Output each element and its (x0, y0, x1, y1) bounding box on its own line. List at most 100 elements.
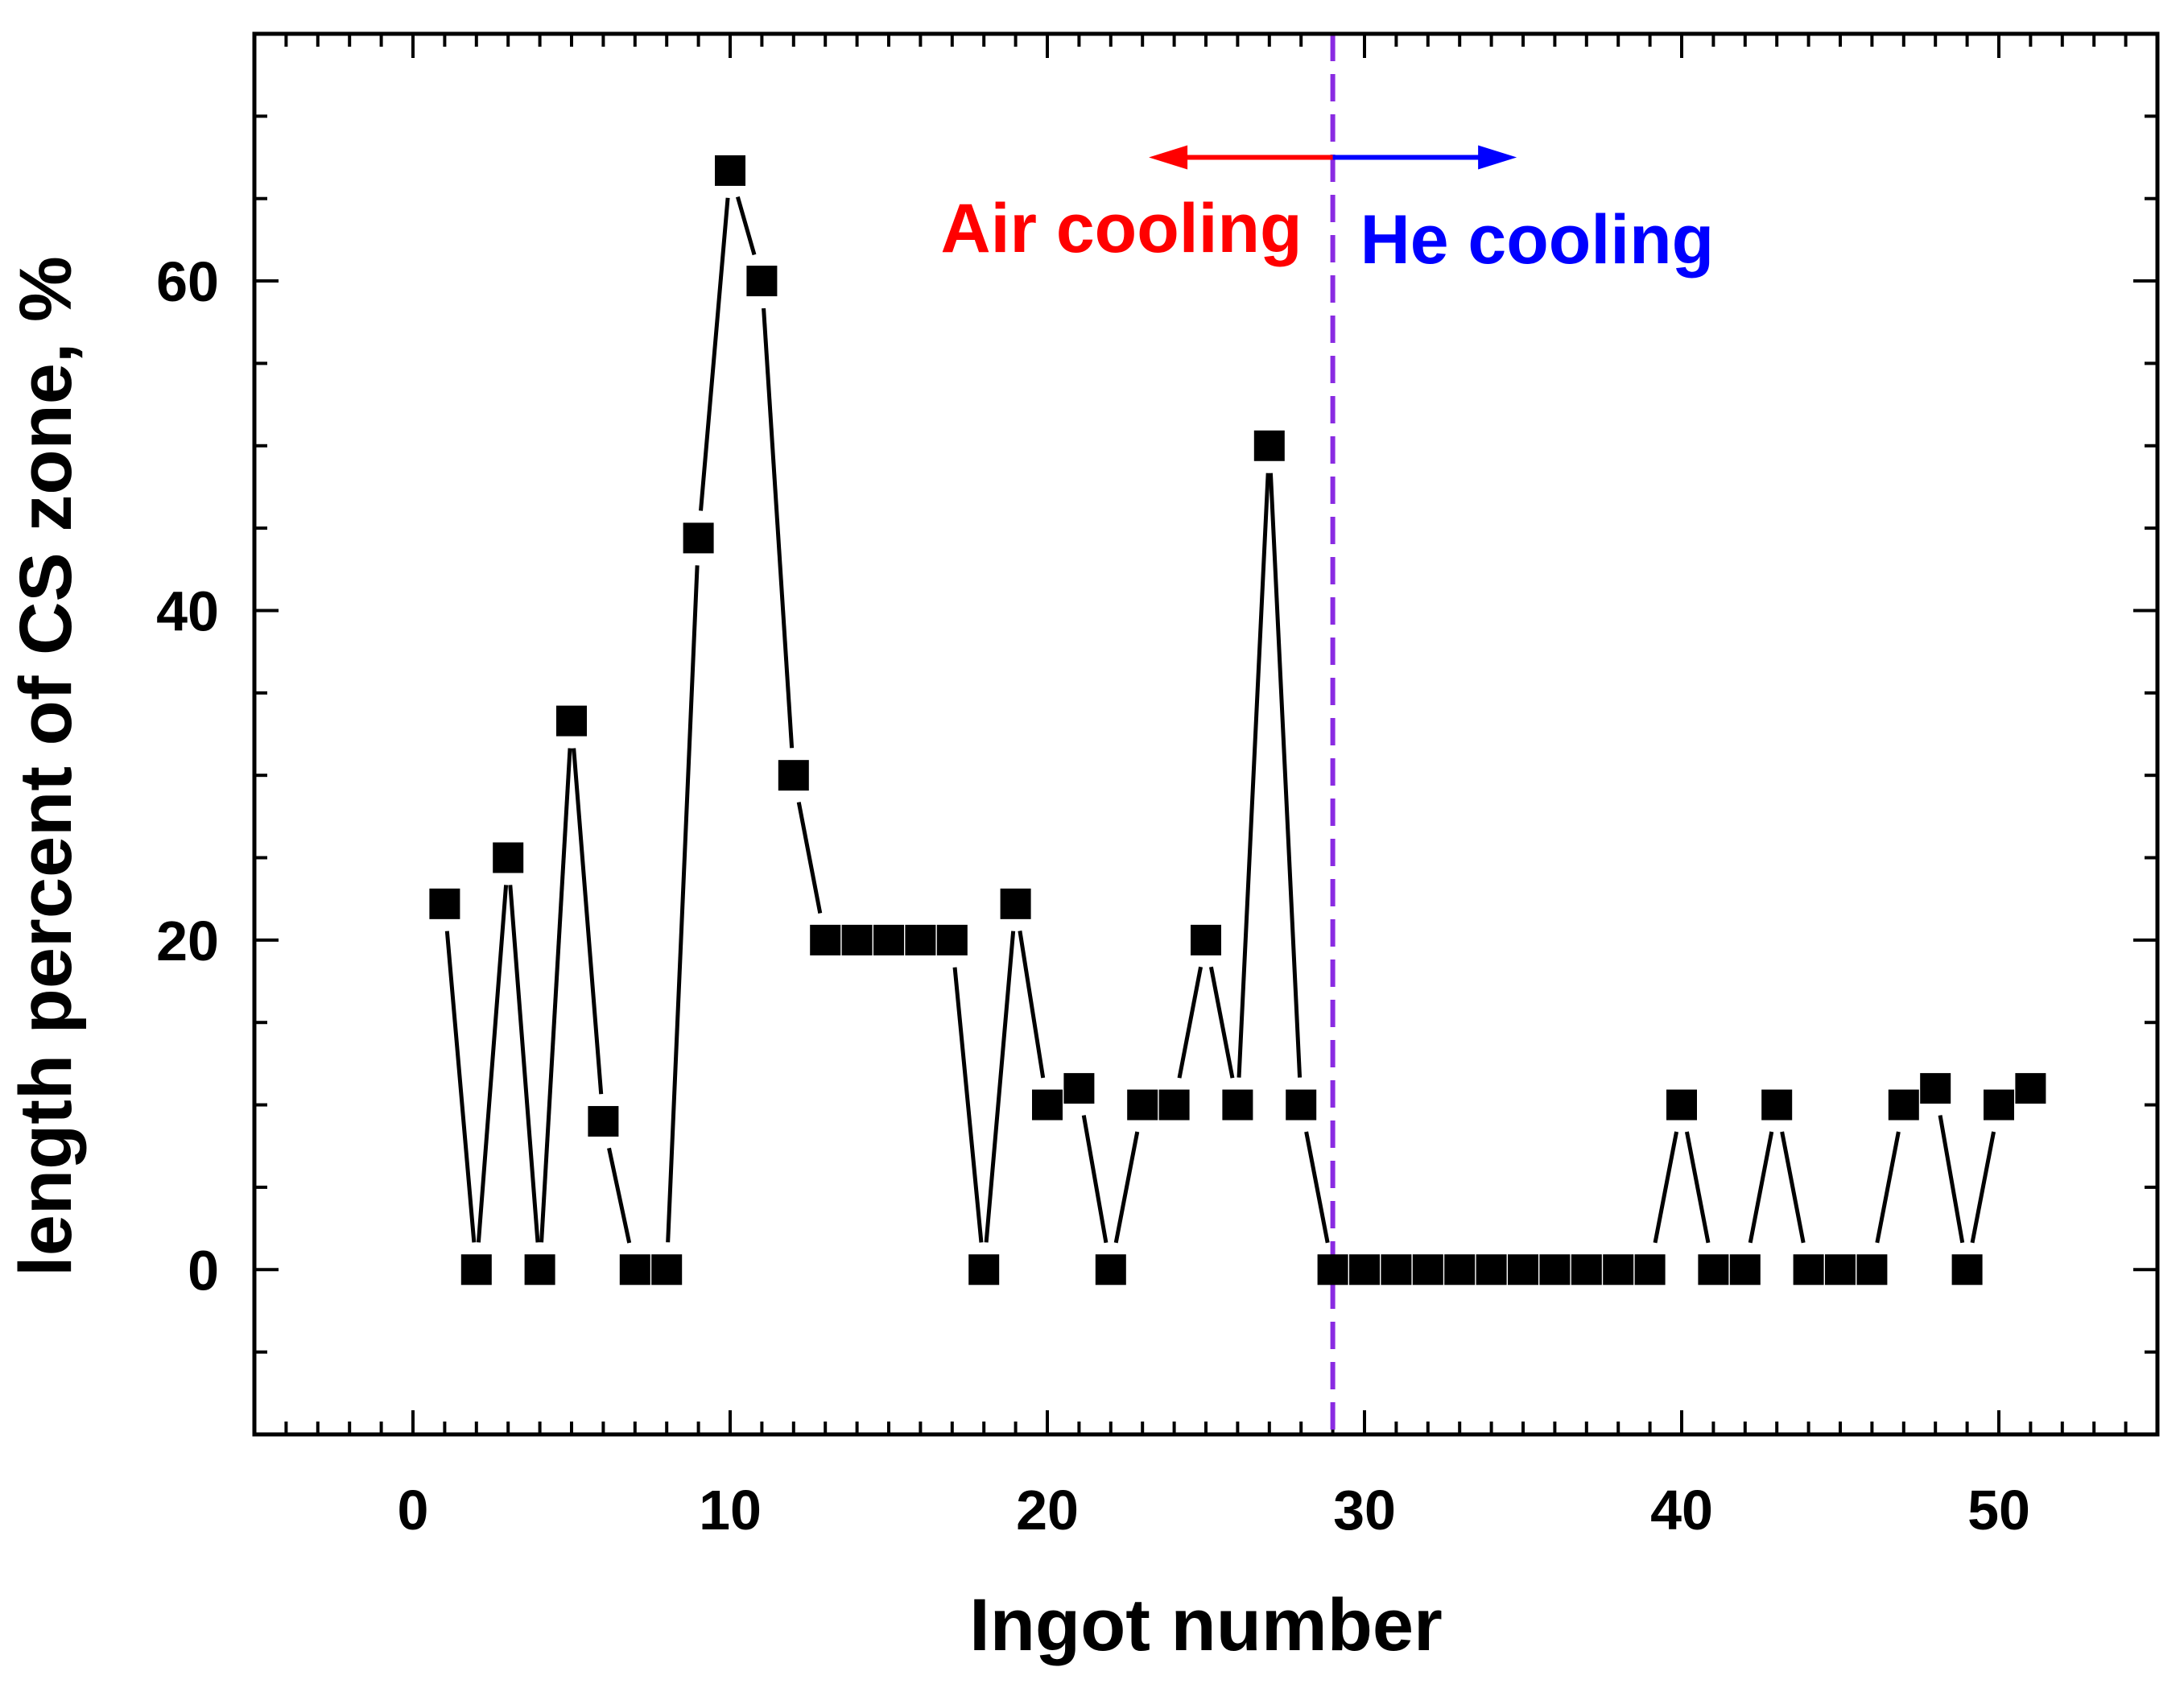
data-point (429, 888, 460, 919)
data-point (1951, 1254, 1983, 1286)
series-segment (1653, 1131, 1679, 1244)
series-segment (1113, 1131, 1140, 1244)
data-point (1603, 1254, 1634, 1286)
series-segment (666, 565, 700, 1243)
series-segment (1208, 966, 1235, 1079)
data-point (1539, 1254, 1571, 1286)
data-point (968, 1254, 1000, 1286)
data-point (1095, 1254, 1126, 1286)
data-point (746, 266, 778, 297)
data-series (429, 155, 2046, 1286)
data-point (1888, 1089, 1919, 1120)
air-cooling-label: Air cooling (940, 190, 1302, 267)
x-tick-label: 0 (398, 1479, 429, 1541)
data-point (1000, 888, 1031, 919)
data-point (905, 924, 936, 955)
series-segment (699, 197, 730, 511)
data-point (1444, 1254, 1476, 1286)
data-point (841, 924, 873, 955)
series-segment (1938, 1115, 1965, 1244)
series-segment (572, 748, 604, 1095)
data-point (1984, 1089, 2014, 1120)
data-point (873, 924, 904, 955)
data-point (1286, 1089, 1317, 1120)
series-segment (1748, 1131, 1774, 1244)
series-segment (1684, 1131, 1711, 1244)
series-segment (1081, 1115, 1109, 1244)
data-point (460, 1254, 492, 1286)
data-point (493, 842, 524, 873)
data-point (588, 1106, 619, 1137)
series-segment (607, 1147, 632, 1244)
arrow-right-icon (1478, 145, 1517, 170)
data-point (2015, 1073, 2046, 1104)
data-point (1158, 1089, 1190, 1120)
data-point (1761, 1089, 1793, 1120)
data-point (683, 522, 714, 554)
data-point (1063, 1073, 1095, 1104)
x-tick-label: 40 (1650, 1479, 1713, 1541)
data-point (1856, 1254, 1888, 1286)
data-point (1127, 1089, 1158, 1120)
annotations: Air cooling He cooling (940, 145, 1715, 279)
x-tick-label: 10 (699, 1479, 762, 1541)
x-axis-title: Ingot number (969, 1584, 1443, 1666)
data-point (1508, 1254, 1538, 1286)
data-point (1412, 1254, 1443, 1286)
data-point (1222, 1089, 1253, 1120)
plot-frame (252, 31, 2160, 1437)
data-point (651, 1254, 683, 1286)
y-tick-label: 20 (156, 910, 219, 972)
data-point (1825, 1254, 1856, 1286)
series-segment (1304, 1131, 1330, 1244)
data-point (1920, 1073, 1951, 1104)
data-point (1476, 1254, 1507, 1286)
series-segment (1018, 931, 1046, 1079)
data-point (1698, 1254, 1729, 1286)
series-segment (1268, 473, 1303, 1078)
series-segment (984, 931, 1016, 1243)
data-point (1253, 430, 1285, 461)
data-point (1381, 1254, 1412, 1286)
y-tick-label: 40 (156, 580, 219, 642)
series-segment (762, 307, 795, 749)
he-cooling-label: He cooling (1360, 201, 1715, 279)
data-point (1317, 1254, 1348, 1286)
series-segment (508, 885, 540, 1243)
series-segment (1177, 966, 1203, 1079)
series-segment (476, 885, 509, 1243)
series-segment (539, 748, 572, 1243)
data-point (1191, 924, 1221, 955)
series-segment (1875, 1131, 1901, 1244)
x-tick-label: 50 (1967, 1479, 2030, 1541)
tick-labels: 0 10 20 30 40 50 0 20 40 60 (156, 250, 2030, 1541)
data-point (619, 1254, 650, 1286)
data-point (715, 155, 745, 186)
data-point (524, 1254, 555, 1286)
series-segment (444, 931, 477, 1243)
series-segment (952, 967, 984, 1243)
y-tick-label: 0 (188, 1239, 219, 1302)
data-point (556, 705, 587, 737)
data-point (1666, 1089, 1697, 1120)
data-point (810, 924, 841, 955)
x-tick-label: 30 (1333, 1479, 1396, 1541)
data-point (1349, 1254, 1380, 1286)
series-segment (1970, 1131, 1996, 1244)
arrow-left-icon (1149, 145, 1188, 170)
series-segment (1780, 1131, 1806, 1244)
data-point (1729, 1254, 1761, 1286)
data-point (1032, 1089, 1063, 1120)
data-point (936, 924, 968, 955)
data-point (778, 760, 809, 791)
y-tick-label: 60 (156, 250, 219, 313)
data-point (1571, 1254, 1602, 1286)
series-segment (796, 802, 823, 914)
x-tick-label: 20 (1016, 1479, 1079, 1541)
data-point (1634, 1254, 1666, 1286)
series-segment (1236, 473, 1270, 1078)
data-point (1793, 1254, 1824, 1286)
series-segment (735, 196, 757, 256)
